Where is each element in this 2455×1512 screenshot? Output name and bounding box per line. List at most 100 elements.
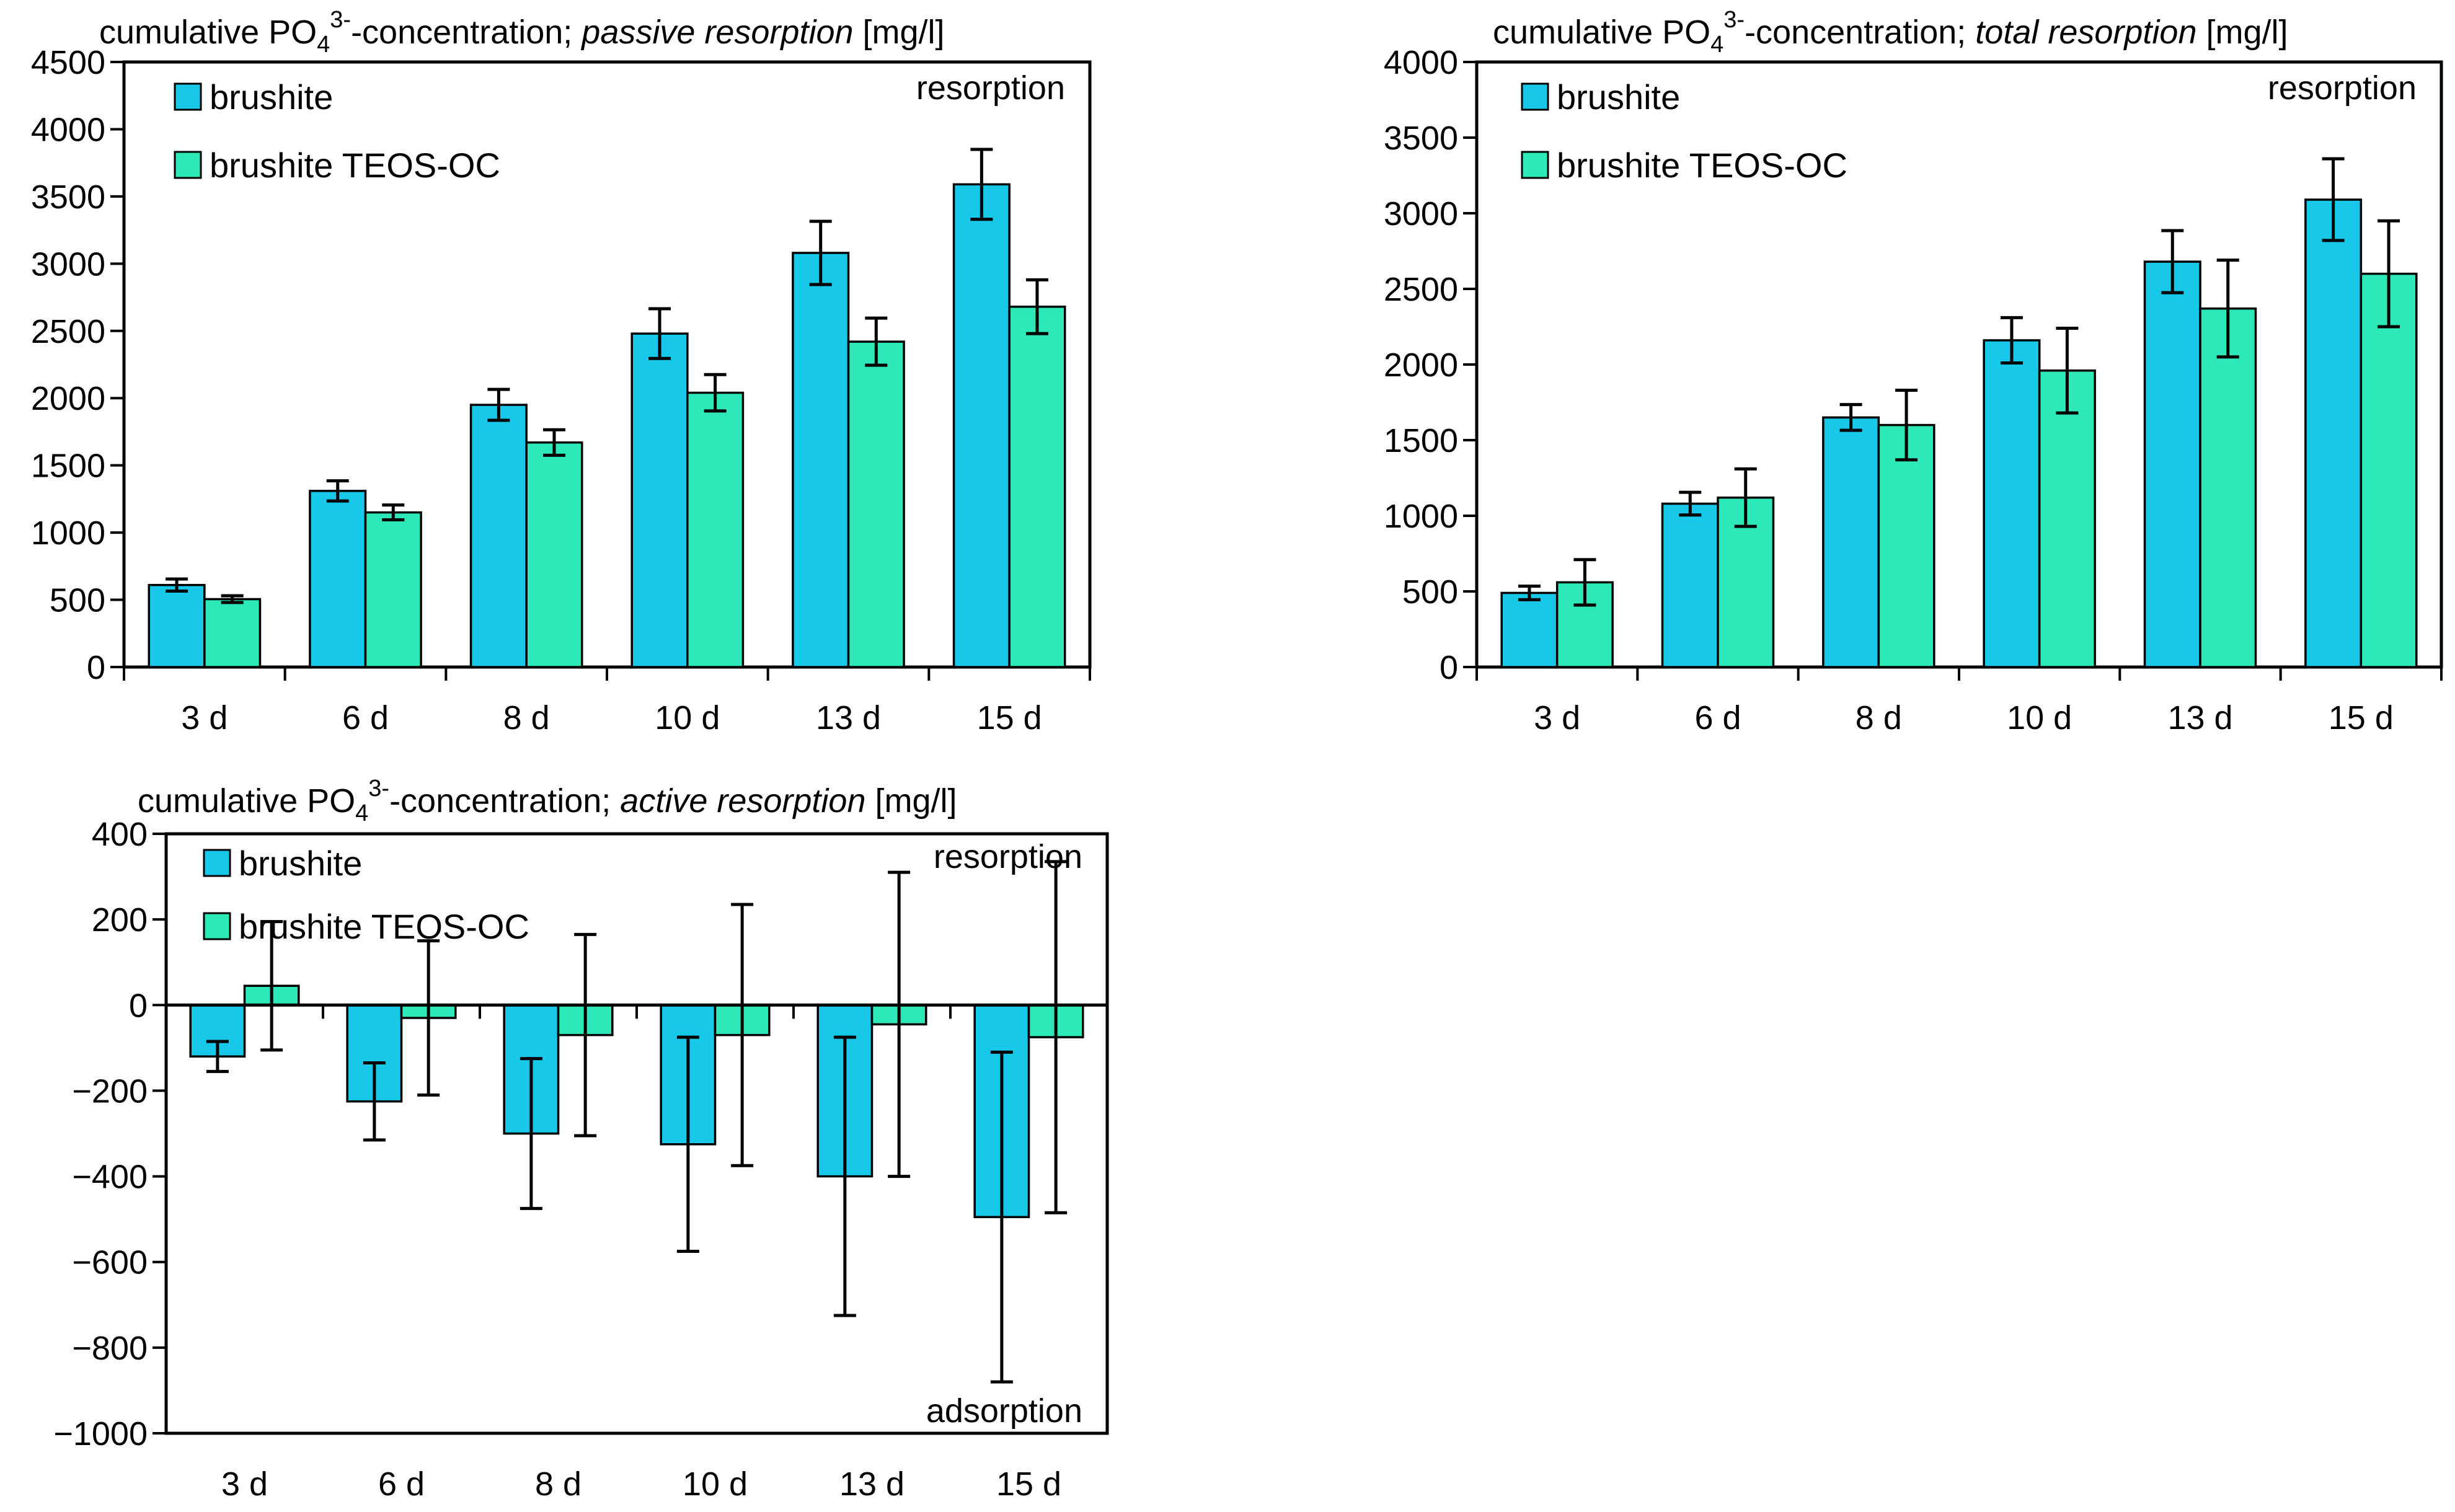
y-tick-label: 3500 xyxy=(1384,120,1458,157)
bar-brushite-teos-oc xyxy=(686,391,745,668)
bar-brushite xyxy=(1500,591,1559,668)
y-tick-label: 3000 xyxy=(1384,195,1458,232)
chart-passive-resorption: cumulative PO43--concentration; passive … xyxy=(31,7,1092,736)
bar-brushite xyxy=(2304,198,2363,668)
x-tick-label: 15 d xyxy=(996,1466,1061,1503)
y-tick-label: 2000 xyxy=(1384,347,1458,384)
y-tick-label: 2500 xyxy=(1384,271,1458,308)
bar-brushite xyxy=(1983,339,2041,668)
bar-brushite-teos-oc xyxy=(203,598,262,668)
y-tick-label: 0 xyxy=(1440,649,1458,686)
legend-swatch xyxy=(203,849,231,877)
y-tick-label: 1500 xyxy=(1384,422,1458,459)
title-prefix: cumulative PO xyxy=(138,782,355,820)
x-tick-label: 3 d xyxy=(181,699,228,736)
y-tick-label: 400 xyxy=(92,816,148,853)
legend-swatch xyxy=(174,151,202,179)
legend-label: brushite TEOS-OC xyxy=(210,146,500,185)
bar-brushite-teos-oc xyxy=(525,441,583,668)
title-superscript: 3- xyxy=(1723,7,1745,33)
title-emphasis: total resorption xyxy=(1975,14,2196,51)
chart-title: cumulative PO43--concentration; active r… xyxy=(138,776,957,826)
title-suffix: [mg/l] xyxy=(865,782,957,820)
y-tick-label: 4000 xyxy=(1384,44,1458,81)
title-middle: -concentration; xyxy=(1745,14,1975,51)
x-tick-label: 15 d xyxy=(977,699,1042,736)
bar-brushite-teos-oc xyxy=(847,340,905,668)
y-tick-label: −1000 xyxy=(53,1415,148,1452)
title-emphasis: passive resorption xyxy=(580,14,853,51)
y-tick-label: 3000 xyxy=(31,245,105,283)
chart-title: cumulative PO43--concentration; passive … xyxy=(99,7,945,58)
legend-swatch xyxy=(1521,82,1549,111)
x-tick-label: 8 d xyxy=(503,699,550,736)
bar-brushite xyxy=(1822,416,1880,668)
legend-label: brushite xyxy=(210,77,333,117)
bar-brushite xyxy=(792,252,850,668)
x-tick-label: 3 d xyxy=(221,1466,268,1503)
x-tick-label: 10 d xyxy=(655,699,720,736)
legend-swatch xyxy=(1521,151,1549,179)
legend-label: brushite xyxy=(1557,77,1680,117)
y-tick-label: −400 xyxy=(72,1159,148,1196)
legend-label: brushite TEOS-OC xyxy=(1557,146,1847,185)
legend-label: brushite xyxy=(239,844,362,883)
x-tick-label: 6 d xyxy=(1694,699,1741,736)
x-tick-label: 8 d xyxy=(535,1466,582,1503)
bar-brushite xyxy=(952,183,1011,668)
title-subscript: 4 xyxy=(317,32,330,58)
x-tick-label: 15 d xyxy=(2329,699,2394,736)
y-tick-label: 0 xyxy=(129,987,148,1024)
annotation-adsorption: adsorption xyxy=(926,1392,1082,1430)
y-tick-label: 2000 xyxy=(31,380,105,417)
x-tick-label: 6 d xyxy=(378,1466,425,1503)
x-tick-label: 13 d xyxy=(2167,699,2232,736)
y-tick-label: 2500 xyxy=(31,313,105,350)
title-emphasis: active resorption xyxy=(620,782,865,820)
bar-brushite-teos-oc xyxy=(2360,272,2418,668)
x-tick-label: 10 d xyxy=(683,1466,748,1503)
x-tick-label: 10 d xyxy=(2007,699,2072,736)
annotation-resorption: resorption xyxy=(934,838,1082,875)
y-tick-label: 1000 xyxy=(1384,498,1458,535)
bar-brushite xyxy=(309,490,367,668)
title-suffix: [mg/l] xyxy=(2196,14,2288,51)
title-suffix: [mg/l] xyxy=(854,14,945,51)
x-tick-label: 13 d xyxy=(816,699,881,736)
bar-brushite xyxy=(148,583,206,668)
title-prefix: cumulative PO xyxy=(1493,14,1710,51)
x-tick-label: 3 d xyxy=(1534,699,1580,736)
x-tick-label: 6 d xyxy=(342,699,389,736)
bar-brushite xyxy=(469,404,528,668)
y-tick-label: 500 xyxy=(50,582,105,619)
bar-brushite-teos-oc xyxy=(1877,423,1935,668)
bar-brushite xyxy=(2143,260,2201,668)
annotation-resorption: resorption xyxy=(916,69,1065,107)
y-tick-label: −200 xyxy=(72,1072,148,1110)
y-tick-label: 4000 xyxy=(31,111,105,148)
legend-swatch xyxy=(203,912,231,940)
bar-brushite xyxy=(630,332,689,668)
bar-brushite-teos-oc xyxy=(364,511,422,668)
chart-active-resorption: cumulative PO43--concentration; active r… xyxy=(53,776,1109,1503)
bar-brushite xyxy=(1661,502,1719,668)
title-subscript: 4 xyxy=(355,800,368,826)
y-tick-label: −800 xyxy=(72,1330,148,1367)
y-tick-label: 1500 xyxy=(31,448,105,485)
bar-brushite-teos-oc xyxy=(1008,305,1066,668)
title-middle: -concentration; xyxy=(351,14,582,51)
bar-brushite-teos-oc xyxy=(2199,307,2257,668)
y-tick-label: 200 xyxy=(92,901,148,939)
y-tick-label: 1000 xyxy=(31,515,105,552)
legend-swatch xyxy=(174,82,202,111)
y-tick-label: 500 xyxy=(1402,573,1458,611)
legend-label: brushite TEOS-OC xyxy=(239,907,529,946)
title-middle: -concentration; xyxy=(389,782,620,820)
title-prefix: cumulative PO xyxy=(99,14,317,51)
x-tick-label: 8 d xyxy=(1856,699,1902,736)
chart-total-resorption: cumulative PO43--concentration; total re… xyxy=(1384,7,2443,736)
bar-brushite-teos-oc xyxy=(2038,369,2096,668)
y-tick-label: 4500 xyxy=(31,44,105,81)
title-superscript: 3- xyxy=(330,7,351,33)
